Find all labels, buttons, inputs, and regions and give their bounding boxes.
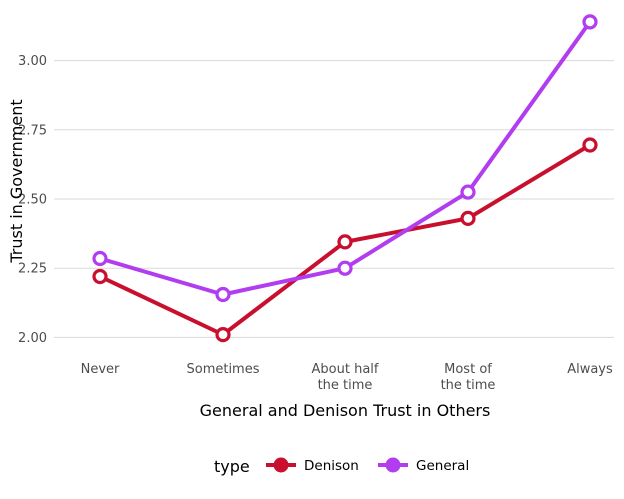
x-tick-label: Most of the time (441, 362, 496, 393)
series-group (92, 14, 598, 343)
data-point-general (460, 184, 476, 200)
y-axis-ticks: 2.00 2.25 2.50 2.75 3.00 (18, 54, 47, 346)
x-tick-label: About half the time (312, 362, 379, 393)
x-tick-label: Always (567, 362, 613, 377)
data-point-general (582, 14, 598, 30)
legend-key-dot (385, 457, 401, 473)
legend-key-dot (273, 457, 289, 473)
legend-label: Denison (304, 458, 359, 474)
x-tick-label: Sometimes (186, 362, 259, 377)
x-tick-label: Never (81, 362, 120, 377)
data-point-denison (215, 327, 231, 343)
x-axis-title: General and Denison Trust in Others (200, 401, 491, 420)
y-tick-label: 3.00 (18, 54, 47, 69)
legend: type Denison General (214, 457, 469, 476)
y-tick-label: 2.25 (18, 262, 47, 277)
data-point-general (92, 250, 108, 267)
data-point-denison (582, 137, 598, 153)
gridlines (54, 60, 614, 338)
legend-label: General (416, 458, 469, 474)
x-axis-ticks: Never Sometimes About half the time Most of t… (81, 362, 613, 393)
data-point-denison (337, 234, 353, 250)
data-point-general (215, 286, 231, 303)
series-line-general (99, 20, 592, 297)
data-point-denison (92, 268, 108, 285)
legend-title: type (214, 457, 250, 476)
data-point-general (337, 260, 353, 276)
y-axis-title: Trust in Government (7, 99, 26, 263)
y-tick-label: 2.50 (18, 192, 47, 207)
y-tick-label: 2.00 (18, 331, 47, 346)
data-point-denison (460, 210, 476, 226)
y-tick-label: 2.75 (18, 123, 47, 138)
